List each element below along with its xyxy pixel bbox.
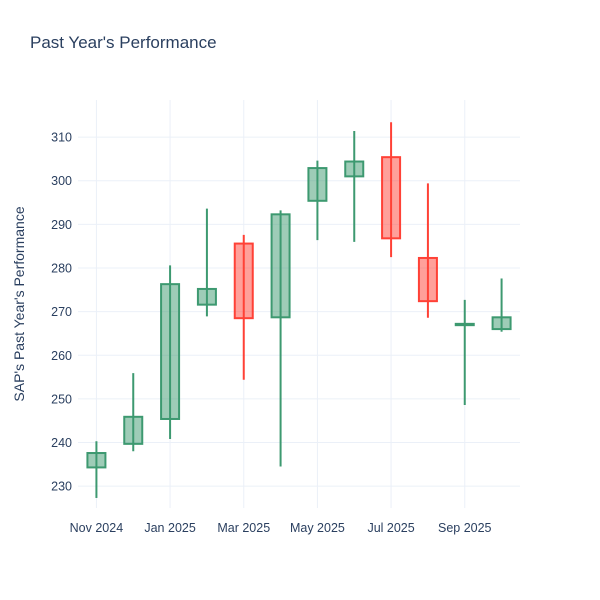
x-tick-label: Nov 2024 xyxy=(70,521,124,535)
candle-body xyxy=(307,167,328,202)
y-tick-label: 300 xyxy=(51,174,72,188)
candlestick[interactable] xyxy=(307,160,328,241)
axis-labels: 230 240 250 260 270 280 290 300 310 Nov 2024 Jan 2… xyxy=(51,131,491,535)
y-tick-label: 250 xyxy=(51,392,72,406)
candle-body xyxy=(381,156,402,240)
candlestick[interactable] xyxy=(381,122,402,258)
candle-body xyxy=(123,415,144,445)
y-tick-label: 290 xyxy=(51,218,72,232)
candle-body xyxy=(160,283,181,420)
candlestick[interactable] xyxy=(233,234,254,380)
y-tick-label: 280 xyxy=(51,262,72,276)
candles-layer xyxy=(86,122,512,498)
candle-body xyxy=(196,287,217,306)
candlestick[interactable] xyxy=(344,130,365,242)
y-tick-label: 260 xyxy=(51,349,72,363)
candle-body xyxy=(344,160,365,178)
y-tick-label: 310 xyxy=(51,131,72,145)
candle-body xyxy=(86,452,107,469)
candle-body xyxy=(270,213,291,319)
x-tick-label: May 2025 xyxy=(290,521,345,535)
x-tick-label: Sep 2025 xyxy=(438,521,492,535)
y-tick-label: 240 xyxy=(51,436,72,450)
candlestick[interactable] xyxy=(270,210,291,467)
y-axis-title: SAP's Past Year's Performance xyxy=(11,206,27,401)
candle-body xyxy=(454,322,475,327)
chart-title: Past Year's Performance xyxy=(30,33,217,52)
y-tick-label: 230 xyxy=(51,480,72,494)
x-tick-label: Mar 2025 xyxy=(217,521,270,535)
candlestick[interactable] xyxy=(417,183,438,318)
candle-body xyxy=(491,316,512,331)
y-tick-label: 270 xyxy=(51,305,72,319)
gridlines xyxy=(78,100,520,508)
candlestick[interactable] xyxy=(123,373,144,452)
x-tick-label: Jul 2025 xyxy=(367,521,414,535)
x-tick-label: Jan 2025 xyxy=(144,521,195,535)
candlestick[interactable] xyxy=(160,265,181,440)
candlestick[interactable] xyxy=(196,208,217,317)
candlestick[interactable] xyxy=(454,299,475,406)
candle-body xyxy=(417,256,438,303)
candle-body xyxy=(233,242,254,320)
candlestick[interactable] xyxy=(86,441,107,498)
candlestick[interactable] xyxy=(491,278,512,332)
